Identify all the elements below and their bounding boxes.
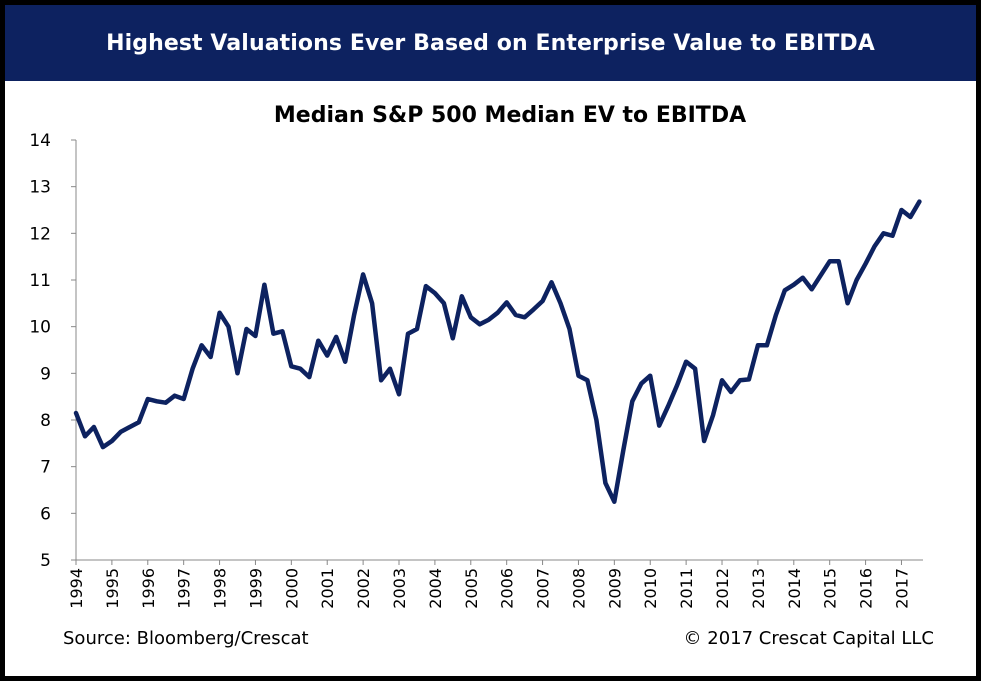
series-layer: [73, 199, 922, 504]
x-tick-label: 2005: [462, 568, 481, 609]
x-tick-label: 1995: [103, 568, 122, 609]
x-tick-label: 2000: [282, 568, 301, 609]
x-tick-label: 1998: [211, 568, 230, 609]
series-line-0: [73, 199, 922, 504]
x-tick-label: 2009: [605, 568, 624, 609]
x-tick-label: 2007: [534, 568, 553, 609]
y-tick-label: 6: [40, 504, 51, 524]
x-tick-label: 2002: [354, 568, 373, 609]
x-tick-label: 2006: [498, 568, 517, 609]
x-tick-label: 2015: [821, 568, 840, 609]
chart-frame: Highest Valuations Ever Based on Enterpr…: [5, 5, 976, 676]
line-chart: 5 6 7 8 9 10 11 12 13 14 1994 1995 1996 1997 1998 1999 2…: [29, 131, 923, 609]
x-tick-label: 2008: [569, 568, 588, 609]
x-tick-label: 1999: [246, 568, 265, 609]
x-tick-label: 2013: [749, 568, 768, 609]
x-tick-label: 1996: [139, 568, 158, 609]
x-tick-label: 2004: [426, 568, 445, 609]
y-tick-label: 12: [29, 224, 51, 244]
tick-labels: 5 6 7 8 9 10 11 12 13 14 1994 1995 1996 1997 1998 1999 2…: [29, 131, 911, 609]
chart-title: Median S&P 500 Median EV to EBITDA: [273, 103, 747, 128]
x-tick-label: 1994: [67, 568, 86, 609]
y-tick-label: 7: [40, 458, 51, 478]
x-tick-label: 2003: [390, 568, 409, 609]
x-tick-label: 2012: [713, 568, 732, 609]
banner-title: Highest Valuations Ever Based on Enterpr…: [5, 5, 976, 81]
y-tick-label: 11: [29, 271, 51, 291]
x-tick-label: 2014: [785, 568, 804, 609]
x-tick-label: 2016: [857, 568, 876, 609]
x-tick-label: 1997: [175, 568, 194, 609]
y-tick-label: 13: [29, 178, 51, 198]
copyright-note: © 2017 Crescat Capital LLC: [683, 628, 934, 649]
x-tick-label: 2011: [677, 568, 696, 609]
source-note: Source: Bloomberg/Crescat: [63, 628, 309, 649]
x-tick-label: 2017: [892, 568, 911, 609]
x-tick-label: 2010: [641, 568, 660, 609]
x-tick-label: 2001: [318, 568, 337, 609]
y-tick-label: 9: [40, 364, 51, 384]
y-tick-label: 14: [29, 131, 51, 151]
y-tick-label: 10: [29, 318, 51, 338]
y-tick-label: 5: [40, 551, 51, 571]
y-tick-label: 8: [40, 411, 51, 431]
axes: [71, 139, 923, 565]
